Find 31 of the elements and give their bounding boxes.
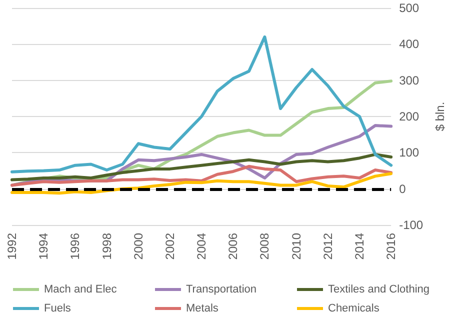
x-tick-label: 2016 [384,232,398,260]
x-tick-label: 2004 [194,232,209,260]
x-tick-label: 2000 [131,232,146,260]
y-tick-label: 400 [399,37,420,52]
y-tick-label: 500 [399,1,420,15]
y-tick-label: -100 [399,218,424,232]
legend-label: Fuels [44,302,72,314]
line-series [10,164,393,187]
legend-label: Mach and Elec [44,284,118,296]
x-tick-label: 1996 [68,232,82,260]
x-tick-label: 2014 [352,232,366,260]
x-tick-label: 1998 [100,232,114,260]
line-series [10,152,393,182]
line-series [10,172,393,195]
y-tick-label: 100 [399,146,420,160]
y-axis-title: $ bln. [433,102,447,132]
x-tick-label: 1994 [36,232,51,260]
y-tick-label: 300 [399,73,420,88]
x-tick-label: 2006 [226,232,240,260]
line-series [10,35,393,174]
legend-label: Metals [186,302,219,314]
x-tick-label: 1992 [5,232,19,260]
legend-label: Chemicals [328,302,380,314]
y-tick-label: 200 [399,110,420,124]
x-tick-label: 2002 [162,232,177,260]
x-tick-label: 2010 [289,232,304,260]
legend-label: Transportation [186,284,257,296]
x-tick-label: 2012 [320,232,335,260]
legend-label: Textiles and Clothing [328,284,430,296]
x-tick-label: 2008 [258,232,272,260]
y-tick-label: 0 [399,182,406,196]
